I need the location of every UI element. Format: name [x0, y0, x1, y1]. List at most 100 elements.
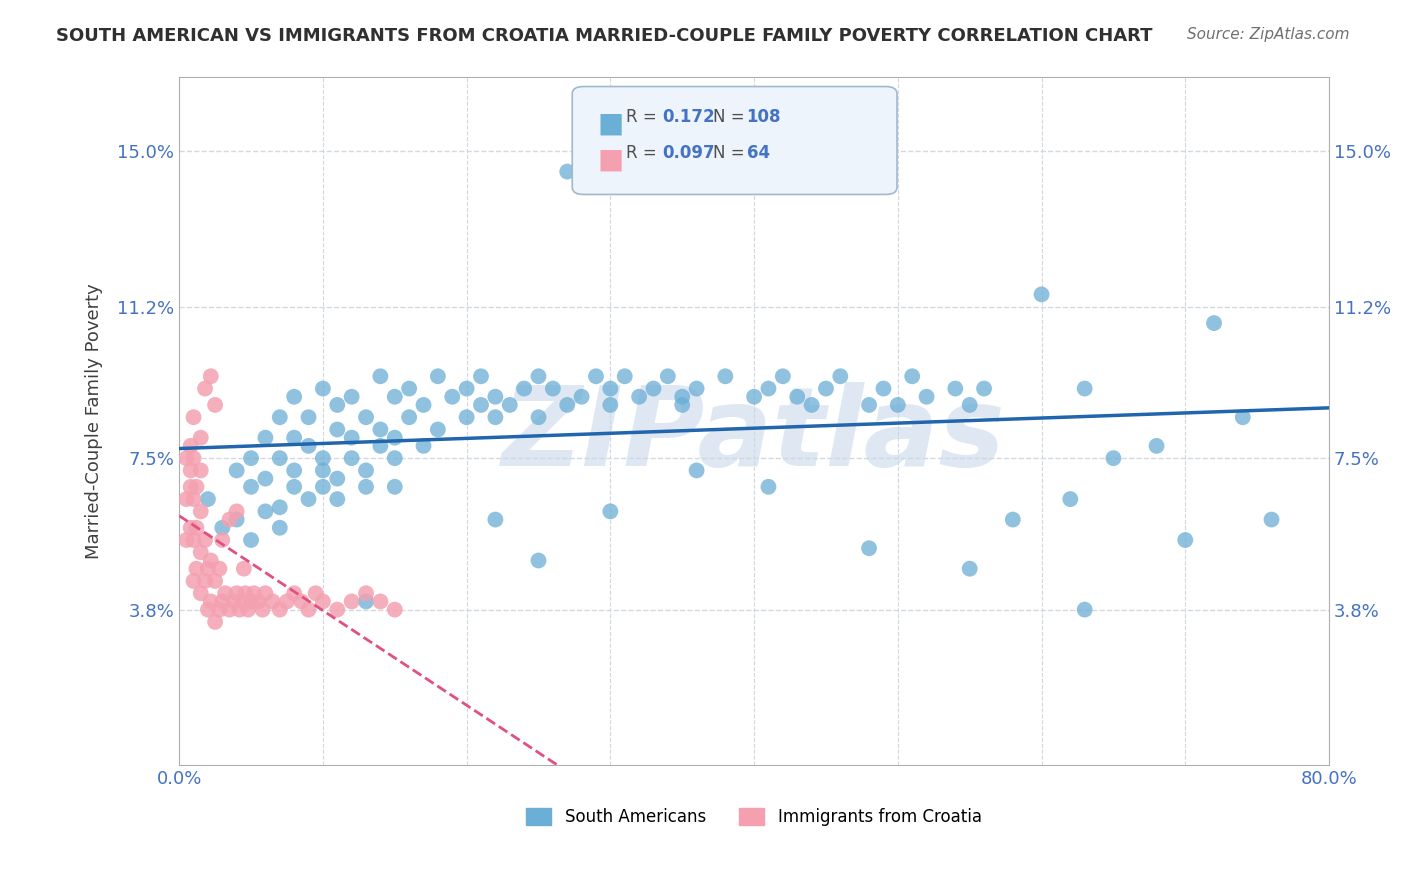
Point	[190, 586, 212, 600]
Point	[527, 553, 550, 567]
Point	[872, 382, 894, 396]
Point	[297, 439, 319, 453]
Point	[858, 398, 880, 412]
Point	[204, 398, 226, 412]
Point	[1001, 512, 1024, 526]
Point	[183, 492, 205, 507]
Point	[714, 369, 737, 384]
Point	[758, 480, 780, 494]
Point	[283, 463, 305, 477]
Point	[183, 410, 205, 425]
Point	[312, 451, 335, 466]
Point	[190, 431, 212, 445]
Point	[218, 602, 240, 616]
Point	[1232, 410, 1254, 425]
Point	[197, 492, 219, 507]
Point	[297, 602, 319, 616]
Point	[671, 398, 693, 412]
Point	[326, 492, 349, 507]
Point	[887, 398, 910, 412]
Text: 0.097: 0.097	[662, 144, 714, 161]
Point	[772, 369, 794, 384]
Point	[915, 390, 938, 404]
Point	[269, 410, 291, 425]
Point	[527, 369, 550, 384]
Point	[599, 382, 621, 396]
Point	[585, 369, 607, 384]
Point	[370, 422, 392, 436]
Point	[214, 586, 236, 600]
Point	[384, 390, 406, 404]
Point	[830, 369, 852, 384]
Point	[1073, 382, 1095, 396]
Point	[183, 533, 205, 547]
Legend: South Americans, Immigrants from Croatia: South Americans, Immigrants from Croatia	[520, 801, 988, 832]
Point	[959, 398, 981, 412]
Point	[326, 602, 349, 616]
Point	[218, 512, 240, 526]
Point	[283, 390, 305, 404]
Point	[190, 504, 212, 518]
Point	[238, 602, 260, 616]
Point	[1073, 602, 1095, 616]
Point	[643, 382, 665, 396]
Point	[398, 382, 420, 396]
Point	[384, 451, 406, 466]
Point	[183, 451, 205, 466]
Point	[283, 480, 305, 494]
Point	[247, 594, 270, 608]
Point	[354, 586, 377, 600]
Point	[613, 369, 636, 384]
Point	[254, 586, 277, 600]
Point	[254, 504, 277, 518]
Point	[326, 422, 349, 436]
Point	[470, 369, 492, 384]
Point	[211, 521, 233, 535]
Point	[176, 492, 198, 507]
Text: Source: ZipAtlas.com: Source: ZipAtlas.com	[1187, 27, 1350, 42]
Point	[240, 533, 263, 547]
Point	[228, 602, 250, 616]
Point	[211, 533, 233, 547]
Point	[340, 390, 363, 404]
Point	[326, 472, 349, 486]
Point	[354, 480, 377, 494]
Point	[225, 586, 247, 600]
Point	[305, 586, 328, 600]
Point	[555, 164, 578, 178]
Point	[243, 586, 266, 600]
Text: R =: R =	[626, 108, 657, 126]
Point	[340, 431, 363, 445]
Point	[354, 594, 377, 608]
Point	[240, 451, 263, 466]
Point	[685, 463, 707, 477]
Point	[901, 369, 924, 384]
Point	[297, 410, 319, 425]
Point	[225, 512, 247, 526]
Point	[441, 390, 464, 404]
Point	[262, 594, 284, 608]
Point	[269, 500, 291, 515]
Point	[742, 390, 765, 404]
Point	[176, 451, 198, 466]
Point	[384, 602, 406, 616]
Point	[197, 602, 219, 616]
Point	[456, 382, 478, 396]
Point	[269, 521, 291, 535]
Point	[240, 594, 263, 608]
Point	[426, 422, 449, 436]
Point	[283, 586, 305, 600]
Point	[186, 480, 208, 494]
Point	[1102, 451, 1125, 466]
Point	[1174, 533, 1197, 547]
Point	[180, 463, 202, 477]
Text: N =: N =	[713, 108, 744, 126]
Point	[499, 398, 522, 412]
Point	[384, 480, 406, 494]
Point	[513, 382, 536, 396]
Point	[800, 398, 823, 412]
Point	[412, 439, 434, 453]
Point	[470, 398, 492, 412]
Point	[426, 369, 449, 384]
Point	[176, 533, 198, 547]
